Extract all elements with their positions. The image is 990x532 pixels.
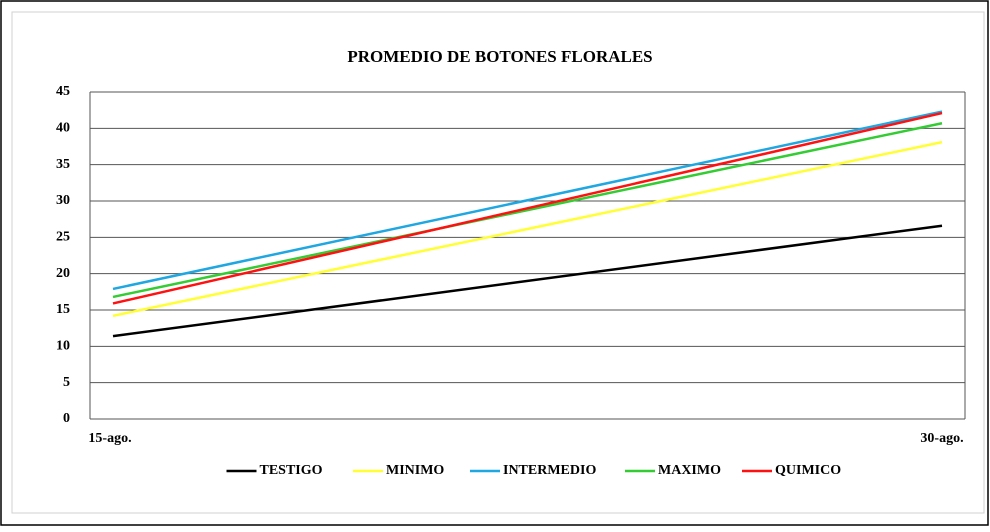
legend-label: QUIMICO	[775, 463, 841, 478]
y-tick-label: 15	[56, 302, 70, 317]
y-tick-label: 10	[56, 339, 70, 354]
chart-frame	[11, 11, 985, 514]
series-line	[112, 122, 943, 299]
x-tick-label: 30-ago.	[920, 431, 963, 446]
y-tick-label: 40	[56, 121, 70, 136]
legend-label: MINIMO	[386, 463, 444, 478]
series-line	[112, 111, 943, 305]
y-tick-label: 0	[63, 411, 70, 426]
series-line	[112, 224, 943, 338]
x-tick-label: 15-ago.	[88, 431, 131, 446]
series-line	[112, 140, 943, 318]
y-tick-label: 25	[56, 230, 70, 245]
y-tick-label: 20	[56, 266, 70, 281]
legend-label: TESTIGO	[260, 463, 323, 478]
legend-label: INTERMEDIO	[503, 463, 596, 478]
y-tick-label: 35	[56, 157, 70, 172]
y-tick-label: 30	[56, 193, 70, 208]
series-line	[112, 110, 943, 291]
y-tick-label: 45	[56, 84, 70, 99]
chart-title: PROMEDIO DE BOTONES FLORALES	[347, 47, 652, 66]
y-tick-label: 5	[63, 375, 70, 390]
legend-label: MAXIMO	[658, 463, 721, 478]
